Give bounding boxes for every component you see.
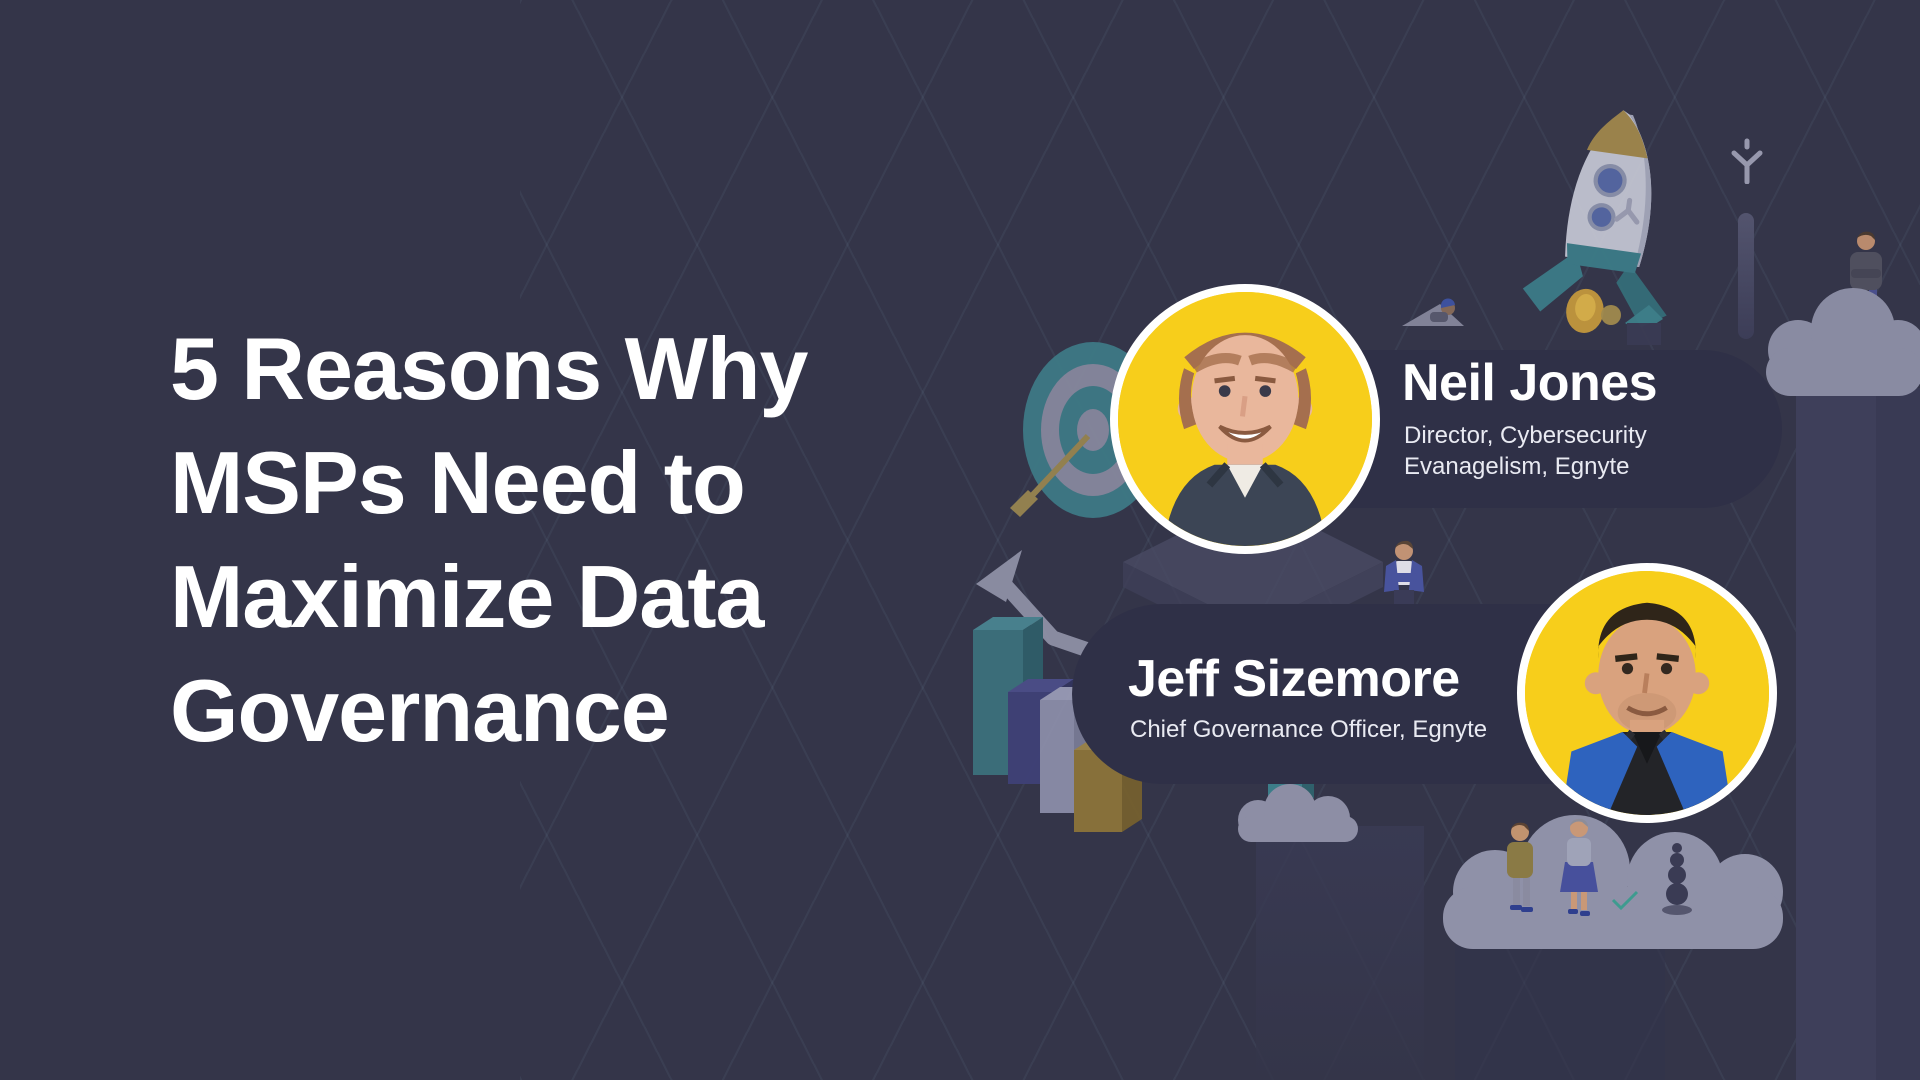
check-mark-icon bbox=[1611, 890, 1639, 911]
speaker-name-jeff: Jeff Sizemore bbox=[1128, 650, 1460, 708]
bar-chart-icon bbox=[973, 550, 1142, 832]
shadow-column bbox=[1256, 826, 1424, 1080]
title-line: Maximize Data bbox=[170, 547, 764, 646]
growth-arrow-icon bbox=[976, 550, 1096, 658]
cloud-box-icon bbox=[1238, 772, 1358, 842]
speaker-photo-jeff bbox=[1517, 563, 1777, 823]
title-line: Governance bbox=[170, 661, 670, 760]
illustration-fragments bbox=[1601, 305, 1663, 345]
flag-pole bbox=[1738, 213, 1754, 339]
speaker-role-line: Chief Governance Officer, Egnyte bbox=[1130, 716, 1488, 743]
person-figure-icon bbox=[1560, 818, 1598, 916]
title-line: MSPs Need to bbox=[170, 433, 746, 532]
rocket-icon bbox=[1522, 110, 1667, 333]
reclining-person-icon bbox=[1402, 298, 1464, 326]
speaker-role-line: Evanagelism, Egnyte bbox=[1404, 453, 1630, 480]
neil-avatar-illustration bbox=[1118, 292, 1372, 546]
pillar-shade bbox=[1876, 388, 1920, 1080]
jeff-avatar-illustration bbox=[1525, 571, 1769, 815]
balloon-sculpture-icon bbox=[1662, 843, 1692, 915]
speaker-role-jeff: Chief Governance Officer, Egnyte bbox=[1130, 714, 1487, 745]
speaker-role-line: Director, Cybersecurity bbox=[1404, 422, 1647, 449]
page-title: 5 Reasons Why MSPs Need to Maximize Data… bbox=[170, 312, 990, 768]
cloud-platform-bottom-icon bbox=[1443, 815, 1783, 949]
speaker-name-neil: Neil Jones bbox=[1402, 354, 1658, 412]
title-line: 5 Reasons Why bbox=[170, 319, 808, 418]
cloud-shadow-column bbox=[1455, 945, 1665, 1080]
speaker-photo-neil bbox=[1110, 284, 1380, 554]
egnyte-logo-flag-icon bbox=[1731, 138, 1763, 184]
person-figure-icon bbox=[1384, 540, 1424, 606]
speaker-role-neil: Director, Cybersecurity Evanagelism, Egn… bbox=[1404, 420, 1647, 482]
cloud-platform-top-icon bbox=[1766, 231, 1920, 396]
person-figure-icon bbox=[1507, 822, 1533, 912]
